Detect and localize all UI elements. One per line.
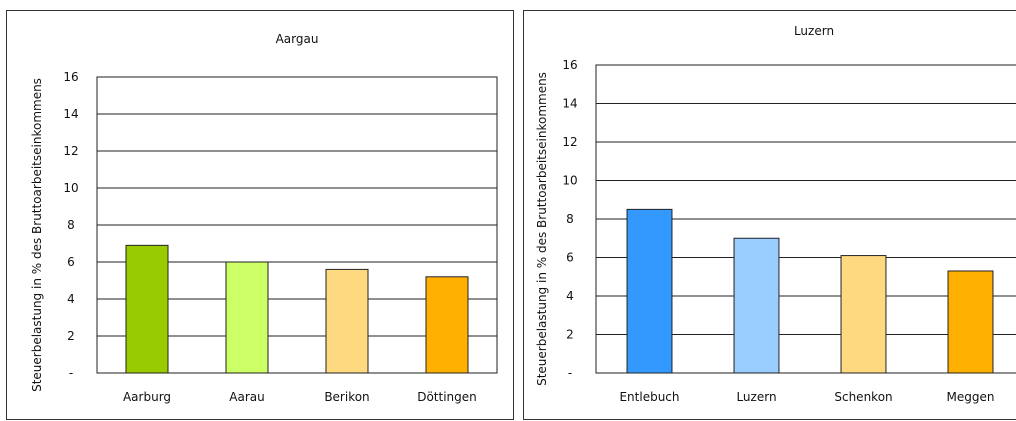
x-tick-label: Aarau — [229, 390, 264, 404]
plot-area — [96, 76, 498, 374]
chart-aargau: Aargau Steuerbelastung in % des Bruttoarb… — [30, 32, 498, 404]
x-tick-label: Meggen — [947, 390, 995, 404]
y-tick-label: 14 — [63, 107, 78, 121]
y-tick-label: 4 — [566, 289, 574, 303]
chart-title: Aargau — [276, 32, 319, 46]
y-tick-label: 16 — [63, 70, 78, 84]
bar — [733, 237, 780, 374]
bar — [840, 255, 887, 374]
y-tick-label: 14 — [562, 97, 577, 111]
y-tick-label: 10 — [562, 174, 577, 188]
y-tick-label: 4 — [67, 292, 75, 306]
y-tick-label: 10 — [63, 181, 78, 195]
x-tick-label: Schenkon — [834, 390, 892, 404]
y-tick-label: 2 — [67, 329, 75, 343]
y-axis-label: Steuerbelastung in % des Bruttoarbeitsei… — [535, 72, 549, 386]
chart-title: Luzern — [794, 24, 834, 38]
x-tick-label: Luzern — [736, 390, 776, 404]
x-tick-label: Aarburg — [123, 390, 171, 404]
y-tick-label: 12 — [562, 135, 577, 149]
chart-panel-aargau: Aargau Steuerbelastung in % des Bruttoarb… — [6, 10, 514, 420]
chart-panel-luzern: Luzern Steuerbelastung in % des Bruttoarb… — [523, 10, 1016, 420]
y-tick-label: 16 — [562, 58, 577, 72]
chart-luzern: Luzern Steuerbelastung in % des Bruttoarb… — [535, 24, 1016, 404]
y-tick-label: 6 — [566, 251, 574, 265]
x-tick-label: Döttingen — [417, 390, 477, 404]
y-tick-label: 12 — [63, 144, 78, 158]
plot-area — [595, 64, 1016, 374]
bar — [125, 244, 169, 374]
y-axis-label: Steuerbelastung in % des Bruttoarbeitsei… — [30, 78, 44, 392]
y-tick-label: 8 — [566, 212, 574, 226]
y-tick-label: 8 — [67, 218, 75, 232]
y-tick-label: 2 — [566, 328, 574, 342]
x-tick-label: Entlebuch — [619, 390, 679, 404]
bar — [626, 208, 673, 374]
bar — [425, 276, 469, 374]
y-tick-label: - — [568, 366, 572, 380]
bar — [325, 268, 369, 374]
x-tick-label: Berikon — [324, 390, 369, 404]
y-tick-label: - — [69, 366, 73, 380]
y-tick-label: 6 — [67, 255, 75, 269]
bar — [947, 270, 994, 374]
bar — [225, 261, 269, 374]
